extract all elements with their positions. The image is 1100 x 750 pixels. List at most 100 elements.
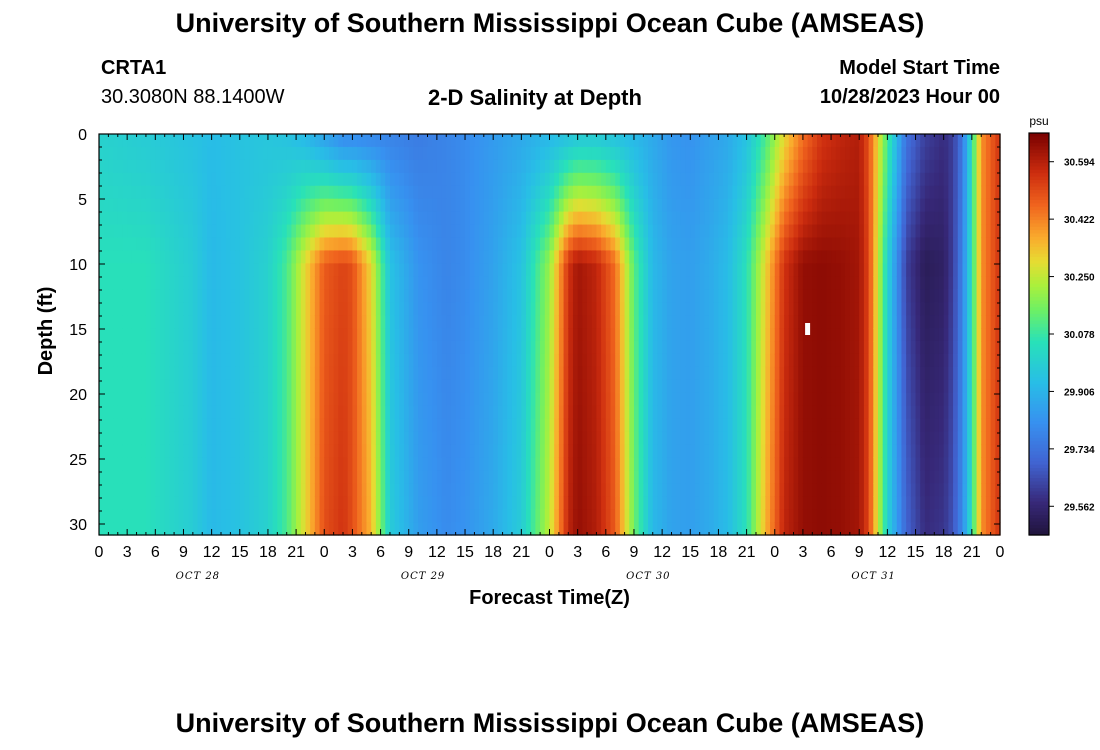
heatmap-cell bbox=[610, 276, 616, 290]
heatmap-cell bbox=[235, 353, 241, 368]
heatmap-cell bbox=[113, 159, 119, 174]
heatmap-cell bbox=[150, 263, 156, 277]
heatmap-cell bbox=[596, 405, 602, 420]
heatmap-cell bbox=[530, 457, 537, 471]
heatmap-cell bbox=[624, 198, 630, 213]
heatmap-cell bbox=[225, 418, 231, 433]
heatmap-cell bbox=[671, 418, 677, 433]
heatmap-cell bbox=[253, 405, 260, 420]
heatmap-cell bbox=[558, 431, 565, 446]
heatmap-cell bbox=[300, 405, 307, 420]
heatmap-cell bbox=[784, 185, 790, 200]
heatmap-cell bbox=[671, 353, 677, 368]
heatmap-cell bbox=[849, 172, 856, 187]
heatmap-cell bbox=[131, 172, 138, 187]
heatmap-cell bbox=[206, 340, 213, 355]
heatmap-cell bbox=[629, 496, 635, 510]
heatmap-cell bbox=[624, 185, 630, 200]
heatmap-cell bbox=[774, 237, 781, 252]
heatmap-cell bbox=[737, 172, 743, 187]
heatmap-cell bbox=[554, 353, 560, 368]
heatmap-cell bbox=[751, 159, 757, 174]
heatmap-cell bbox=[507, 185, 513, 200]
heatmap-cell bbox=[221, 276, 227, 290]
heatmap-cell bbox=[347, 509, 353, 523]
heatmap-cell bbox=[619, 224, 626, 239]
heatmap-cell bbox=[493, 366, 499, 381]
heatmap-cell bbox=[671, 302, 677, 316]
heatmap-cell bbox=[150, 353, 156, 368]
heatmap-cell bbox=[446, 470, 452, 484]
heatmap-cell bbox=[277, 263, 283, 277]
heatmap-cell bbox=[221, 146, 227, 161]
heatmap-cell bbox=[343, 250, 349, 264]
heatmap-cell bbox=[385, 418, 391, 433]
heatmap-cell bbox=[751, 172, 757, 187]
heatmap-cell bbox=[160, 470, 166, 484]
heatmap-cell bbox=[314, 405, 321, 420]
heatmap-cell bbox=[629, 276, 635, 290]
heatmap-cell bbox=[282, 353, 288, 368]
heatmap-cell bbox=[732, 159, 738, 174]
heatmap-cell bbox=[516, 522, 522, 536]
heatmap-cell bbox=[216, 315, 222, 329]
heatmap-cell bbox=[192, 509, 199, 523]
heatmap-cell bbox=[685, 237, 691, 252]
heatmap-cell bbox=[347, 470, 353, 484]
heatmap-cell bbox=[713, 522, 720, 536]
heatmap-cell bbox=[549, 263, 555, 277]
heatmap-cell bbox=[845, 509, 851, 523]
heatmap-cell bbox=[441, 250, 447, 264]
heatmap-cell bbox=[718, 328, 724, 342]
heatmap-cell bbox=[840, 302, 846, 316]
heatmap-cell bbox=[615, 379, 621, 394]
heatmap-cell bbox=[216, 431, 222, 446]
heatmap-cell bbox=[474, 483, 480, 497]
heatmap-cell bbox=[554, 224, 560, 239]
heatmap-cell bbox=[338, 496, 344, 510]
heatmap-cell bbox=[450, 392, 457, 407]
heatmap-cell bbox=[558, 405, 565, 420]
heatmap-cell bbox=[225, 289, 231, 303]
heatmap-cell bbox=[826, 211, 832, 226]
heatmap-cell bbox=[380, 392, 386, 407]
heatmap-cell bbox=[643, 431, 649, 446]
heatmap-cell bbox=[155, 263, 161, 277]
heatmap-cell bbox=[643, 263, 649, 277]
heatmap-cell bbox=[446, 185, 452, 200]
heatmap-cell bbox=[798, 185, 804, 200]
heatmap-cell bbox=[826, 224, 832, 239]
heatmap-cell bbox=[249, 470, 255, 484]
heatmap-cell bbox=[497, 211, 504, 226]
heatmap-cell bbox=[709, 198, 715, 213]
heatmap-cell bbox=[540, 276, 546, 290]
heatmap-cell bbox=[286, 405, 292, 420]
heatmap-cell bbox=[258, 185, 264, 200]
heatmap-cell bbox=[324, 470, 330, 484]
heatmap-cell bbox=[380, 496, 386, 510]
heatmap-cell bbox=[408, 379, 415, 394]
heatmap-cell bbox=[812, 146, 818, 161]
heatmap-cell bbox=[183, 340, 189, 355]
heatmap-cell bbox=[577, 457, 583, 471]
heatmap-cell bbox=[202, 328, 208, 342]
heatmap-cell bbox=[765, 198, 771, 213]
heatmap-cell bbox=[169, 224, 175, 239]
heatmap-cell bbox=[741, 302, 748, 316]
heatmap-cell bbox=[314, 392, 321, 407]
heatmap-cell bbox=[314, 418, 321, 433]
heatmap-cell bbox=[277, 315, 283, 329]
heatmap-cell bbox=[587, 366, 593, 381]
heatmap-cell bbox=[582, 522, 588, 536]
heatmap-cell bbox=[291, 134, 297, 148]
heatmap-cell bbox=[765, 315, 771, 329]
heatmap-cell bbox=[117, 405, 124, 420]
heatmap-cell bbox=[206, 315, 213, 329]
heatmap-cell bbox=[197, 431, 203, 446]
heatmap-cell bbox=[418, 496, 424, 510]
heatmap-cell bbox=[770, 198, 776, 213]
heatmap-cell bbox=[371, 302, 377, 316]
heatmap-cell bbox=[483, 366, 490, 381]
heatmap-cell bbox=[554, 263, 560, 277]
heatmap-cell bbox=[784, 470, 790, 484]
